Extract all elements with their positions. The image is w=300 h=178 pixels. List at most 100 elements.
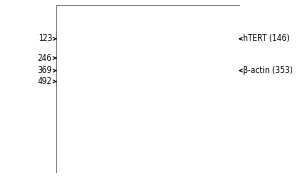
Text: 4: 4 [147, 11, 152, 20]
Bar [124, 66, 140, 75]
Text: 369: 369 [38, 66, 52, 75]
Bar [65, 69, 79, 72]
Bar [65, 135, 79, 137]
Bar [179, 36, 194, 42]
Bar [50, 14, 95, 159]
Bar [123, 64, 141, 77]
Bar [180, 68, 193, 73]
Bar [159, 65, 177, 76]
Bar [161, 67, 175, 74]
Bar [50, 14, 94, 159]
Bar [68, 14, 76, 159]
Text: 492: 492 [38, 77, 52, 86]
Bar [52, 14, 92, 159]
Bar [143, 37, 156, 41]
Bar [106, 68, 119, 73]
Bar [160, 66, 176, 75]
Bar [124, 35, 140, 42]
Bar [161, 36, 175, 41]
Bar [161, 36, 176, 42]
Bar [65, 98, 79, 101]
Bar [65, 76, 79, 79]
Bar [65, 108, 79, 111]
Text: hTERT (146): hTERT (146) [243, 34, 290, 43]
Bar [162, 68, 175, 73]
Bar [142, 35, 158, 42]
Text: 3: 3 [129, 11, 135, 20]
Bar [57, 14, 87, 159]
Bar [49, 14, 96, 159]
Bar [87, 66, 103, 75]
Bar [126, 37, 139, 41]
Text: 6: 6 [184, 11, 189, 20]
Bar [105, 35, 121, 42]
Bar [160, 35, 176, 42]
Bar [124, 67, 140, 75]
Bar [106, 36, 120, 41]
Bar [142, 36, 157, 42]
Bar [65, 119, 79, 121]
Bar [89, 74, 102, 89]
Bar [125, 36, 139, 41]
Bar [143, 68, 156, 73]
Bar [106, 37, 119, 41]
Bar [140, 64, 159, 77]
Bar [65, 38, 79, 40]
Bar [179, 67, 194, 75]
Bar [54, 14, 90, 159]
Text: β-actin (353): β-actin (353) [243, 66, 293, 75]
Bar [143, 68, 156, 73]
Bar [105, 67, 120, 75]
Bar [58, 14, 86, 159]
Bar [88, 67, 103, 75]
Bar [106, 74, 119, 89]
Bar [70, 17, 74, 156]
Bar [106, 68, 119, 73]
Bar [55, 14, 89, 159]
Bar [60, 14, 85, 159]
Bar [86, 64, 104, 77]
Bar [142, 66, 158, 75]
Bar [177, 64, 196, 77]
Bar [59, 14, 86, 159]
Bar [180, 37, 193, 41]
Bar [126, 68, 139, 73]
Bar [51, 14, 93, 159]
Bar [103, 64, 122, 77]
Bar [67, 17, 78, 81]
Bar [126, 68, 139, 73]
Bar [180, 68, 193, 73]
Bar [178, 65, 195, 76]
Bar [125, 67, 139, 74]
Bar [179, 35, 194, 42]
Bar [64, 14, 80, 159]
Bar [89, 68, 102, 73]
Bar [178, 66, 195, 75]
Bar [62, 14, 82, 159]
Text: 5: 5 [165, 11, 171, 20]
Bar [61, 14, 84, 159]
Bar [143, 37, 156, 41]
Bar [53, 14, 91, 159]
Text: 2: 2 [110, 11, 115, 20]
Bar [65, 28, 79, 30]
Bar [61, 14, 83, 159]
Bar [142, 67, 157, 75]
Bar [88, 36, 103, 42]
Bar [162, 37, 175, 41]
Bar [69, 17, 75, 77]
Bar [65, 64, 79, 66]
Bar [126, 37, 139, 41]
Bar [106, 67, 120, 74]
Bar [162, 68, 175, 73]
Bar [141, 65, 158, 76]
Bar [104, 65, 122, 76]
Bar [142, 67, 157, 74]
Bar [123, 65, 141, 76]
Text: 246: 246 [38, 54, 52, 62]
Bar [88, 36, 102, 41]
Bar [105, 66, 121, 75]
Bar [63, 14, 81, 159]
Bar [126, 74, 139, 89]
Bar [105, 36, 120, 42]
